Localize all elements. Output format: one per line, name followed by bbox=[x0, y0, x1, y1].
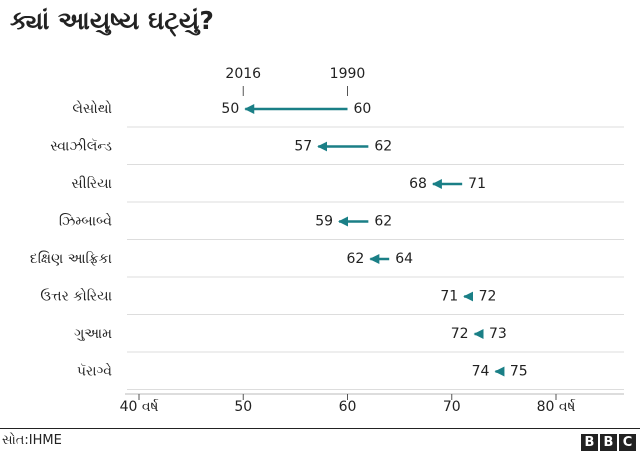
x-tick-label: 80 વર્ષ bbox=[537, 398, 576, 415]
country-label: ગુઆમ bbox=[74, 326, 112, 342]
source-note: સોત:IHME bbox=[2, 433, 62, 448]
series-label-1990: 1990 bbox=[330, 66, 366, 82]
country-label: લેસોથો bbox=[72, 100, 112, 117]
value-label-1990: 62 bbox=[374, 139, 392, 155]
value-label-1990: 75 bbox=[510, 364, 528, 380]
country-label: પૅરાગ્વે bbox=[77, 362, 112, 379]
value-label-2016: 71 bbox=[440, 289, 458, 305]
life-expectancy-chart: 2016 1990 લેસોથો 50 60 સ્વાઝીલૅન્ડ 57 62 સીરિયા 6… bbox=[30, 66, 624, 415]
value-label-2016: 68 bbox=[409, 176, 427, 192]
value-label-2016: 62 bbox=[347, 251, 365, 267]
value-label-2016: 50 bbox=[221, 101, 239, 117]
country-label: સ્વાઝીલૅન્ડ bbox=[50, 137, 112, 154]
x-tick-label: 70 bbox=[443, 399, 461, 415]
x-tick-label: 60 bbox=[339, 399, 357, 415]
x-tick-label: 40 વર્ષ bbox=[120, 398, 159, 415]
value-label-1990: 73 bbox=[489, 326, 507, 342]
value-label-2016: 74 bbox=[472, 364, 490, 380]
value-label-2016: 72 bbox=[451, 326, 469, 342]
logo-letter: B bbox=[600, 434, 617, 451]
value-label-2016: 57 bbox=[294, 139, 312, 155]
value-label-1990: 64 bbox=[395, 251, 413, 267]
footer-divider bbox=[0, 428, 640, 429]
chart-title: ક્યાં આયુષ્ય ઘટ્યું? bbox=[10, 6, 214, 35]
value-label-1990: 72 bbox=[479, 289, 497, 305]
bbc-logo: B B C bbox=[581, 434, 636, 451]
country-label: ઝિમ્બાબ્વે bbox=[59, 212, 112, 229]
x-tick-label: 50 bbox=[234, 399, 252, 415]
country-label: સીરિયા bbox=[71, 176, 112, 192]
country-label: ઉત્તર કોરિયા bbox=[40, 288, 112, 305]
value-label-1990: 60 bbox=[354, 101, 372, 117]
logo-letter: C bbox=[619, 434, 636, 451]
value-label-2016: 59 bbox=[315, 214, 333, 230]
series-label-2016: 2016 bbox=[225, 66, 261, 82]
country-label: દક્ષિણ આફ્રિકા bbox=[30, 251, 112, 267]
value-label-1990: 71 bbox=[468, 176, 486, 192]
logo-letter: B bbox=[581, 434, 598, 451]
value-label-1990: 62 bbox=[374, 214, 392, 230]
